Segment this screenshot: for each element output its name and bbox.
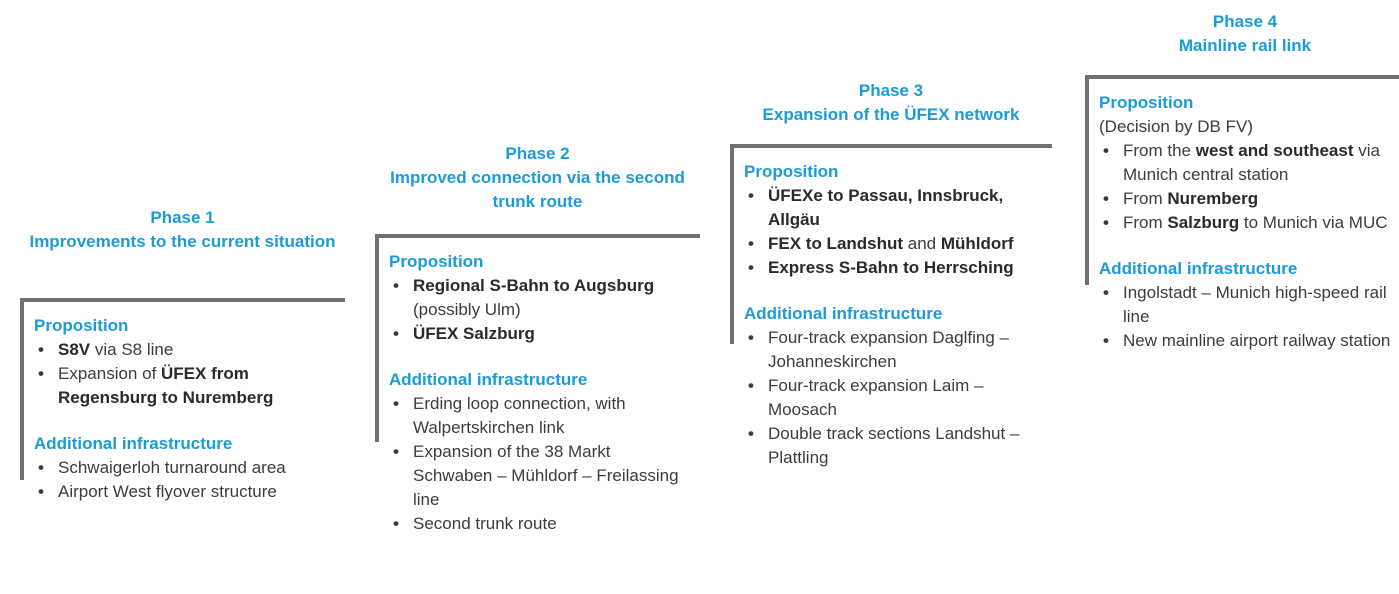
bullet-list: Schwaigerloh turnaround area Airport West… [34,456,334,504]
text-run: ÜFEX from Regensburg to Nuremberg [58,364,274,407]
bullet-item: Airport West flyover structure [34,480,334,504]
text-run: Mühldorf [940,234,1014,253]
phase-content: PropositionS8V via S8 lineExpansion of Ü… [34,314,334,526]
box-border [1085,75,1089,285]
bullet-list: ÜFEXe to Passau, Innsbruck, Allgäu FEX to… [744,184,1039,280]
text-run: Express S-Bahn to Herrsching [768,258,1014,277]
box-border [375,234,379,442]
text-run: Double track sections Landshut – Plattli… [768,424,1020,467]
text-run: Salzburg [1167,213,1240,232]
bullet-item: Regional S-Bahn to Augsburg (possibly Ul… [389,274,689,322]
phase-content: Proposition ÜFEXe to Passau, Innsbruck, A… [744,160,1039,492]
bullet-item: FEX to Landshut and Mühldorf [744,232,1039,256]
text-run: Four-track expansion Laim – Moosach [768,376,984,419]
bullet-item: From Nuremberg [1099,187,1399,211]
text-run: S8V [58,340,91,359]
phase-column: Phase 1 Improvements to the current situa… [20,0,345,594]
phase-title-line: Improved connection via the second trunk… [390,168,685,211]
text-run: Four-track expansion Daglfing – Johannes… [768,328,1009,371]
text-run: (possibly Ulm) [413,300,521,319]
phase-title: Phase 1 Improvements to the current situa… [20,206,345,254]
text-run: Expansion of [58,364,162,383]
section-note: (Decision by DB FV) [1099,117,1253,136]
phase-box: PropositionS8V via S8 lineExpansion of Ü… [20,298,345,504]
text-run: FEX to Landshut [768,234,904,253]
bullet-list: Ingolstadt – Munich high-speed rail line… [1099,281,1399,353]
text-run: via S8 line [90,340,174,359]
bullet-item: ÜFEXe to Passau, Innsbruck, Allgäu [744,184,1039,232]
section-heading: Proposition [389,252,484,271]
section-heading: Additional infrastructure [34,434,233,453]
text-run: via Munich central station [1123,141,1380,184]
bullet-list: Erding loop connection, with Walpertskir… [389,392,689,536]
phase-title-line: Phase 2 [505,144,570,163]
text-run: Airport West flyover structure [58,482,277,501]
section-heading: Additional infrastructure [389,370,588,389]
bullet-item: New mainline airport railway station [1099,329,1399,353]
box-border [20,298,24,480]
bullet-item: Expansion of the 38 Markt Schwaben – Müh… [389,440,689,512]
bullet-item: Four-track expansion Daglfing – Johannes… [744,326,1039,374]
text-run: From [1123,213,1168,232]
text-run: Schwaigerloh turnaround area [58,458,286,477]
bullet-item: From the west and southeast via Munich c… [1099,139,1399,187]
text-run: Ingolstadt – Munich high-speed rail line [1123,283,1387,326]
bullet-item: Second trunk route [389,512,689,536]
text-run: From [1123,189,1168,208]
text-run: ÜFEXe to Passau, Innsbruck, Allgäu [768,186,1004,229]
section-heading: Additional infrastructure [744,304,943,323]
section-heading: Proposition [34,316,129,335]
box-border [730,144,734,344]
bullet-item: From Salzburg to Munich via MUC [1099,211,1399,235]
phase-box: Proposition Regional S-Bahn to Augsburg (… [375,234,700,536]
phase-content: Proposition Regional S-Bahn to Augsburg (… [389,250,689,558]
section-heading: Proposition [1099,93,1194,112]
text-run: Nuremberg [1167,189,1259,208]
bullet-list: Regional S-Bahn to Augsburg (possibly Ul… [389,274,689,346]
text-run: New mainline airport railway station [1123,331,1391,350]
text-run: Expansion of the 38 Markt Schwaben – Müh… [413,442,679,509]
phase-column: Phase 3 Expansion of the ÜFEX network Prop… [730,0,1052,594]
phase-title: Phase 4 Mainline rail link [1085,10,1399,58]
bullet-item: ÜFEX Salzburg [389,322,689,346]
bullet-list: Four-track expansion Daglfing – Johannes… [744,326,1039,470]
bullet-item: Express S-Bahn to Herrsching [744,256,1039,280]
text-run: west and southeast [1195,141,1354,160]
phase-box: Proposition ÜFEXe to Passau, Innsbruck, A… [730,144,1052,467]
text-run: Erding loop connection, with Walpertskir… [413,394,626,437]
bullet-item: Erding loop connection, with Walpertskir… [389,392,689,440]
text-run: Second trunk route [413,514,557,533]
phase-column: Phase 4 Mainline rail link Proposition (Dec… [1085,0,1399,594]
phase-content: Proposition (Decision by DB FV) From the w… [1099,91,1399,375]
section-heading: Additional infrastructure [1099,259,1298,278]
text-run: Regional S-Bahn to Augsburg [413,276,655,295]
phase-title-line: Expansion of the ÜFEX network [762,105,1020,124]
phase-title-line: Phase 4 [1212,12,1278,31]
bullet-item: Ingolstadt – Munich high-speed rail line [1099,281,1399,329]
phase-title: Phase 2 Improved connection via the secon… [375,142,700,214]
section-heading: Proposition [744,162,839,181]
phase-title-line: Phase 3 [858,81,924,100]
bullet-list: From the west and southeast via Munich c… [1099,139,1399,235]
text-run: ÜFEX Salzburg [413,324,535,343]
phase-title-line: Phase 1 [150,208,215,227]
phase-box: Proposition (Decision by DB FV) From the w… [1085,75,1399,353]
phase-column: Phase 2 Improved connection via the secon… [375,0,700,594]
text-run: From the [1123,141,1196,160]
bullet-item: S8V via S8 line [34,338,334,362]
bullet-item: Four-track expansion Laim – Moosach [744,374,1039,422]
phase-title: Phase 3 Expansion of the ÜFEX network [730,79,1052,127]
bullet-item: Double track sections Landshut – Plattli… [744,422,1039,470]
phase-title-line: Improvements to the current situation [29,232,336,251]
phase-title-line: Mainline rail link [1178,36,1312,55]
bullet-item: Schwaigerloh turnaround area [34,456,334,480]
bullet-list: S8V via S8 lineExpansion of ÜFEX from Re… [34,338,334,410]
text-run: and [903,234,941,253]
bullet-item: Expansion of ÜFEX from Regensburg to Nur… [34,362,334,410]
text-run: to Munich via MUC [1239,213,1388,232]
